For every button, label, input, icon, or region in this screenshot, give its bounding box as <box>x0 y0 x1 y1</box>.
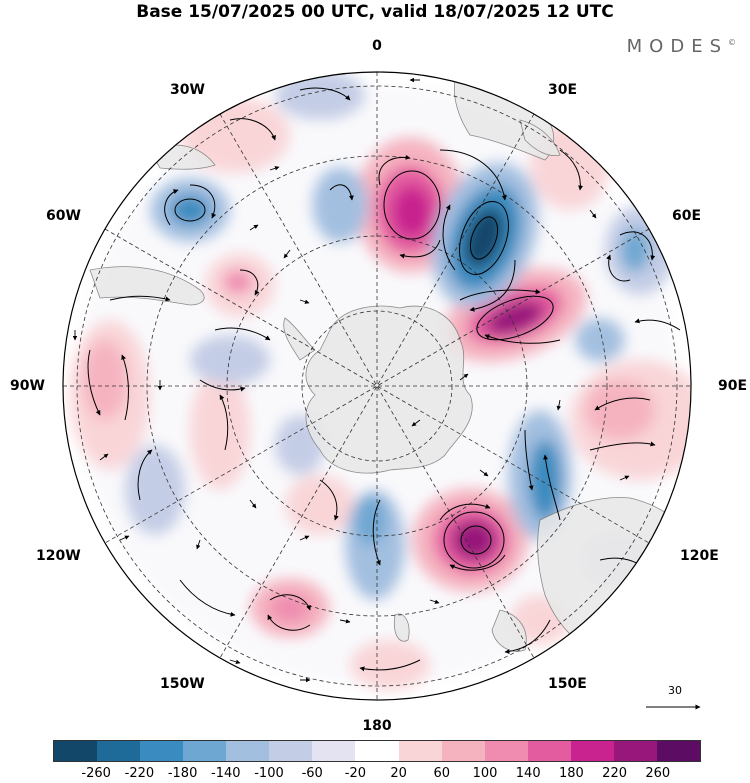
colorbar-swatch <box>570 741 614 761</box>
brand-text: MODES <box>626 36 728 57</box>
colorbar-tick-label: 60 <box>433 766 451 781</box>
colorbar-swatch <box>527 741 571 761</box>
colorbar-tick-label: -260 <box>81 766 111 781</box>
colorbar-swatch <box>54 741 98 761</box>
colorbar-tick-label: 140 <box>515 766 541 781</box>
colorbar-swatch <box>355 741 399 761</box>
colorbar-tick-label: -100 <box>254 766 284 781</box>
lon-label-150w: 150W <box>160 676 205 692</box>
colorbar-tick-label: 100 <box>472 766 498 781</box>
colorbar-swatch <box>656 741 700 761</box>
lon-label-90w: 90W <box>10 378 45 394</box>
lon-label-60e: 60E <box>672 208 702 224</box>
reference-vector-value: 30 <box>668 684 682 697</box>
lon-label-30w: 30W <box>170 82 205 98</box>
colorbar-tick-label: -220 <box>124 766 155 781</box>
colorbar-swatch <box>441 741 485 761</box>
contour-lines <box>174 170 554 569</box>
lon-label-150e: 150E <box>548 676 587 692</box>
colorbar-tick-label: -20 <box>344 766 367 781</box>
lon-label-120w: 120W <box>36 548 81 564</box>
brand-logo: MODES© <box>627 36 736 57</box>
colorbar-tick-label: 180 <box>558 766 584 781</box>
colorbar-swatch <box>398 741 442 761</box>
lon-label-60w: 60W <box>46 208 81 224</box>
colorbar-tick-label: 20 <box>390 766 407 781</box>
colorbar-tick-label: 260 <box>645 766 671 781</box>
colorbar-swatch <box>484 741 528 761</box>
wind-vectors <box>87 87 681 672</box>
colorbar-ticks: -260 -220 -180 -140 -100 -60 -20 20 60 100 140 180 2… <box>53 766 701 782</box>
landmasses <box>89 79 691 657</box>
colorbar-swatch <box>97 741 141 761</box>
map-title: Base 15/07/2025 00 UTC, valid 18/07/2025… <box>136 2 614 22</box>
anomaly-field <box>63 72 691 700</box>
lon-label-180: 180 <box>362 718 392 734</box>
lon-label-30e: 30E <box>548 82 578 98</box>
colorbar <box>53 740 701 762</box>
colorbar-swatch <box>312 741 356 761</box>
lon-label-120e: 120E <box>680 548 719 564</box>
colorbar-tick-label: 220 <box>602 766 628 781</box>
colorbar-tick-label: -180 <box>167 766 198 781</box>
colorbar-swatch <box>226 741 270 761</box>
colorbar-swatch <box>269 741 313 761</box>
lon-label-90e: 90E <box>718 378 748 394</box>
colorbar-tick-label: -140 <box>211 766 241 781</box>
colorbar-swatch <box>183 741 227 761</box>
colorbar-swatch <box>140 741 184 761</box>
colorbar-tick-label: -60 <box>301 766 323 781</box>
lon-label-0: 0 <box>372 38 382 54</box>
map-border <box>62 71 692 701</box>
graticule <box>63 72 691 700</box>
brand-mark: © <box>728 38 736 47</box>
colorbar-swatch <box>613 741 657 761</box>
